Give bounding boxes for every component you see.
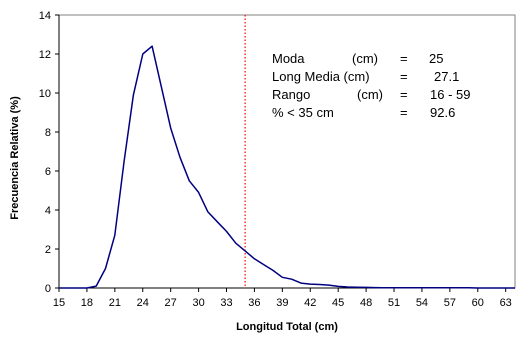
y-tick-label: 12 [39, 49, 51, 61]
x-tick-label: 18 [81, 297, 93, 309]
stats-value: 27.1 [434, 69, 459, 84]
stats-unit: (cm) [357, 87, 383, 102]
stats-box: Moda (cm) = 25 Long Media (cm) = 27.1 Ra… [272, 51, 470, 120]
stats-eq: = [400, 105, 408, 120]
stats-unit: (cm) [352, 51, 378, 66]
x-tick-label: 63 [500, 297, 512, 309]
x-tick-label: 48 [360, 297, 372, 309]
stats-value: 25 [429, 51, 443, 66]
stats-eq: = [400, 69, 408, 84]
x-tick-label: 15 [53, 297, 65, 309]
x-tick-label: 60 [472, 297, 484, 309]
y-tick-label: 10 [39, 88, 51, 100]
stats-label: Rango [272, 87, 310, 102]
y-tick-label: 8 [45, 127, 51, 139]
y-tick-label: 0 [45, 283, 51, 295]
x-axis-title: Longitud Total (cm) [236, 321, 338, 333]
stats-row: % < 35 cm = 92.6 [272, 105, 455, 120]
stats-eq: = [400, 51, 408, 66]
x-tick-label: 30 [192, 297, 204, 309]
y-axis: 0 2 4 6 8 10 12 14 [39, 10, 60, 295]
stats-row: Moda (cm) = 25 [272, 51, 443, 66]
x-axis: 15 18 21 24 27 30 33 36 39 42 45 48 51 54 57 60 63 [53, 287, 515, 309]
x-tick-label: 27 [165, 297, 177, 309]
y-axis-title: Frecuencia Relativa (%) [9, 96, 21, 220]
y-tick-label: 14 [39, 10, 51, 22]
y-tick-label: 2 [45, 244, 51, 256]
stats-value: 92.6 [430, 105, 455, 120]
y-tick-label: 6 [45, 166, 51, 178]
stats-eq: = [400, 87, 408, 102]
stats-row: Long Media (cm) = 27.1 [272, 69, 459, 84]
x-tick-label: 24 [137, 297, 149, 309]
y-tick-label: 4 [45, 205, 51, 217]
x-tick-label: 51 [388, 297, 400, 309]
stats-label: % < 35 cm [272, 105, 334, 120]
series-group [59, 45, 515, 289]
x-tick-label: 33 [220, 297, 232, 309]
x-tick-label: 54 [416, 297, 428, 309]
stats-value: 16 - 59 [430, 87, 470, 102]
x-tick-label: 45 [332, 297, 344, 309]
x-tick-label: 36 [248, 297, 260, 309]
stats-label: Long Media (cm) [272, 69, 370, 84]
x-tick-label: 57 [444, 297, 456, 309]
x-tick-label: 39 [276, 297, 288, 309]
x-tick-label: 21 [109, 297, 121, 309]
series-line [59, 45, 515, 289]
stats-label: Moda [272, 51, 305, 66]
x-tick-label: 42 [304, 297, 316, 309]
stats-row: Rango (cm) = 16 - 59 [272, 87, 470, 102]
